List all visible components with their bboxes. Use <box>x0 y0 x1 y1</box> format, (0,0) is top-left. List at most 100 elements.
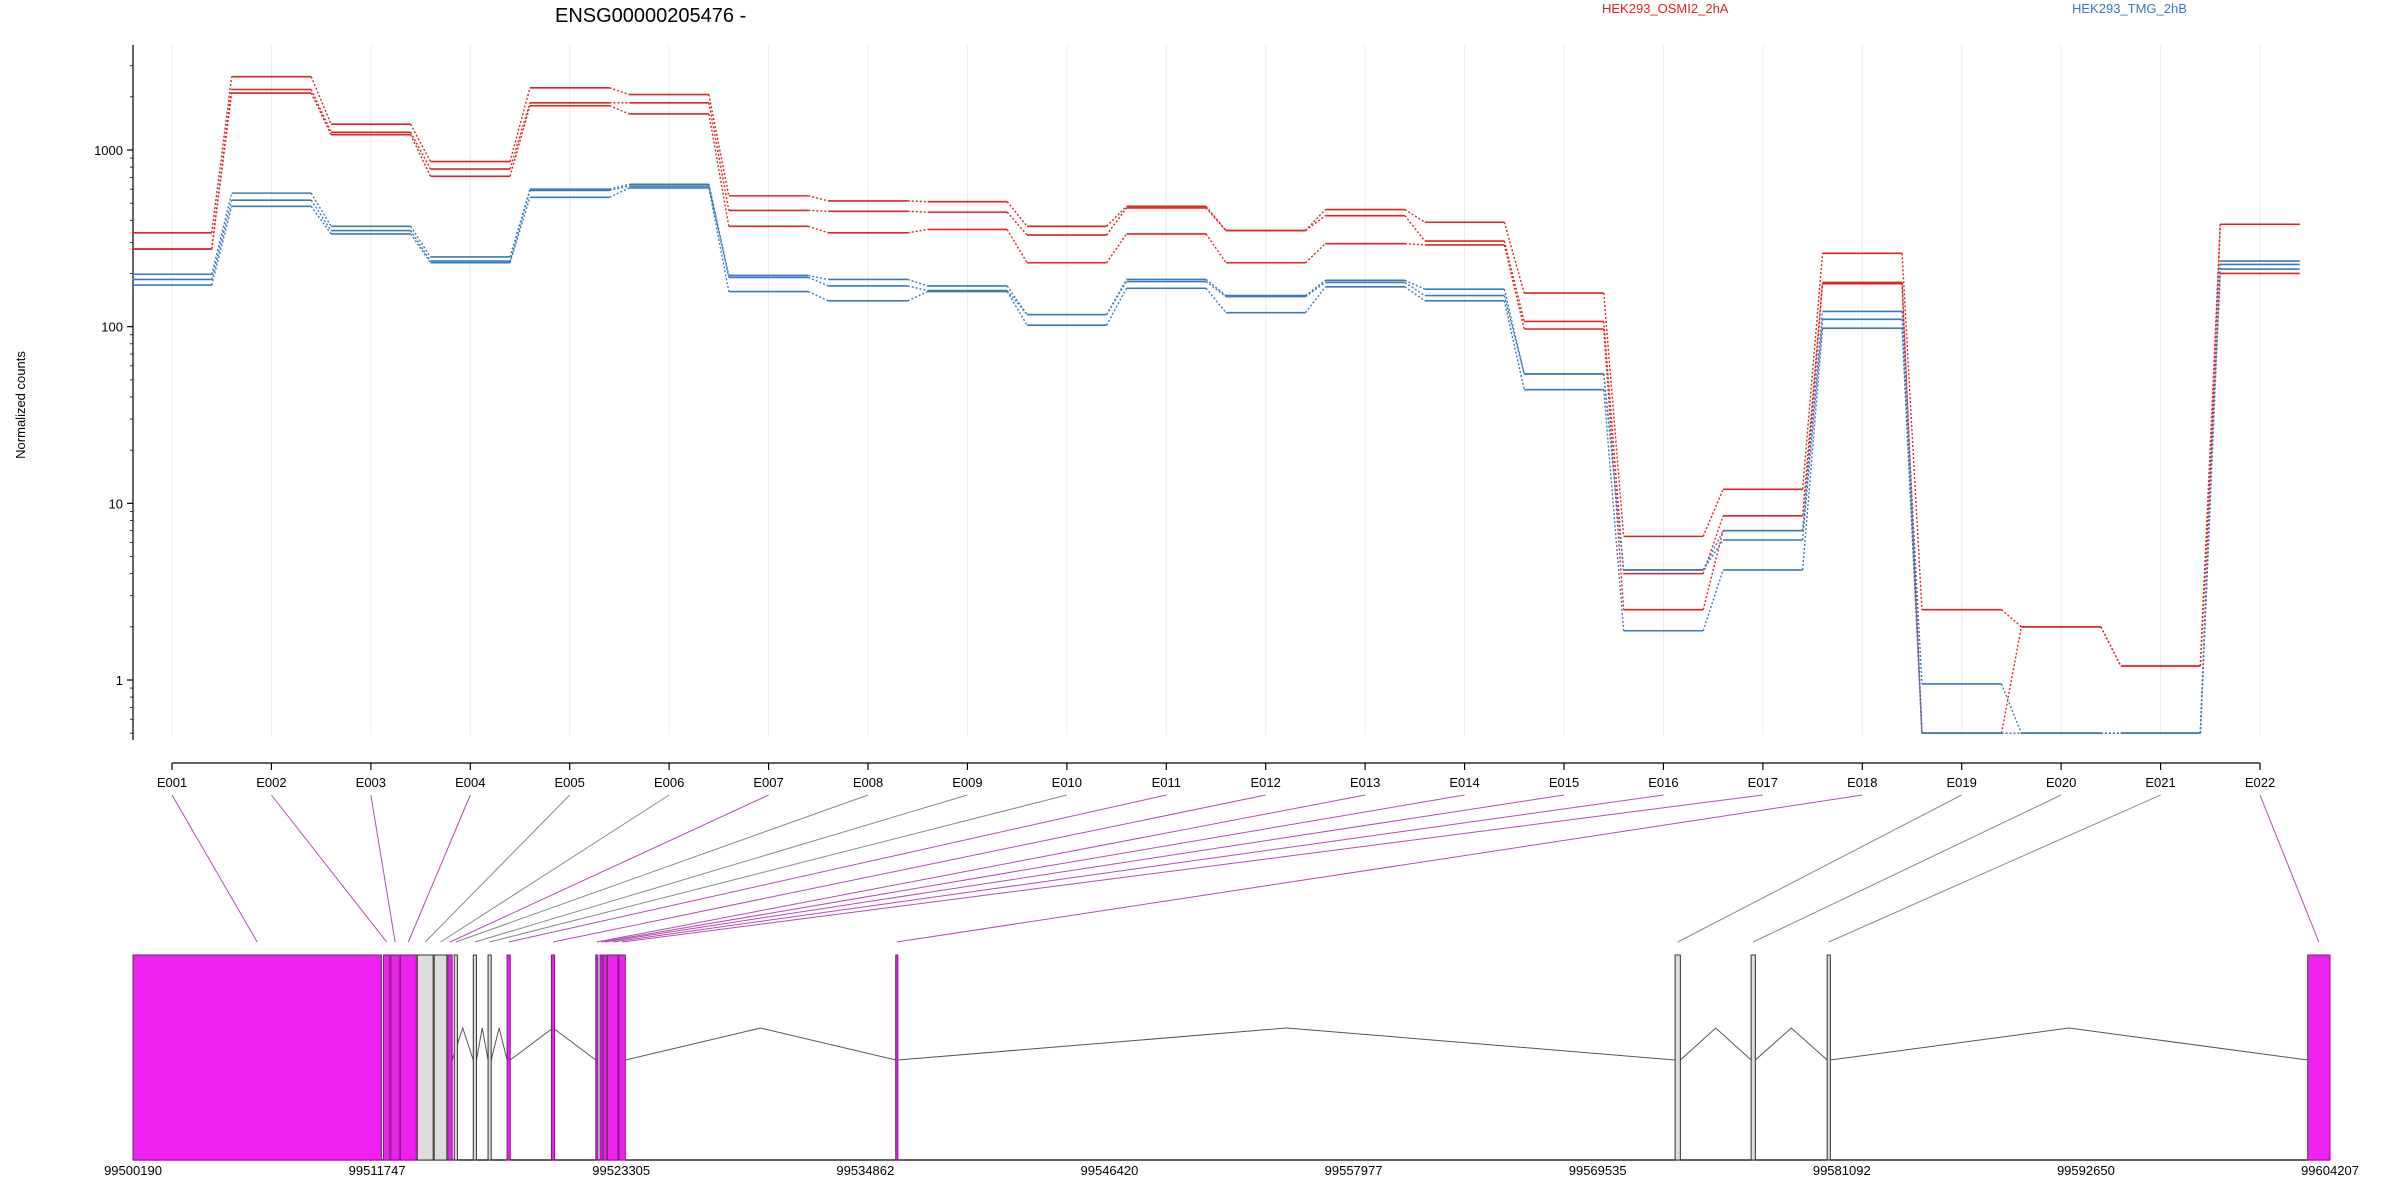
connector-segment <box>2000 626 2023 734</box>
connector-segment <box>1006 290 1028 316</box>
connector-segment <box>509 87 531 162</box>
x-tick-label-E022: E022 <box>2245 775 2275 790</box>
y-tick-label: 10 <box>109 496 123 511</box>
connector-segment <box>1305 243 1326 264</box>
connector-segment <box>1006 291 1028 326</box>
intron-line <box>1755 1027 1828 1061</box>
exon-block-E002 <box>383 954 391 1161</box>
connector-segment <box>1603 328 1625 610</box>
exon-block-E010 <box>487 954 492 1161</box>
chart-title: ENSG00000205476 - <box>555 5 746 27</box>
x-tick-label-E018: E018 <box>1847 775 1877 790</box>
connector-segment <box>1305 215 1326 232</box>
connector-segment <box>1603 389 1625 631</box>
connector-segment <box>1801 328 1824 570</box>
exon-block-E012 <box>550 954 556 1161</box>
intron-line <box>490 1027 508 1061</box>
exon-connector-E016 <box>612 794 1664 943</box>
connector-segment <box>708 94 730 197</box>
genome-tick-label: 99534862 <box>836 1163 894 1178</box>
connector-segment <box>1702 569 1724 631</box>
connector-segment <box>708 113 730 227</box>
connector-segment <box>1503 289 1525 375</box>
exon-block-E015 <box>602 954 607 1161</box>
series-osmi2-1 <box>132 88 2300 734</box>
connector-segment <box>609 183 630 190</box>
exon-block-E008 <box>453 954 458 1161</box>
connector-segment <box>907 278 928 287</box>
connector-segment <box>1901 253 1923 610</box>
x-tick-label-E016: E016 <box>1648 775 1678 790</box>
connector-segment <box>211 192 233 275</box>
exon-block-E019 <box>1674 954 1681 1161</box>
connector-segment <box>609 187 630 198</box>
exon-block-E003 <box>390 954 400 1161</box>
connector-segment <box>2199 273 2221 667</box>
legend-entry-tmg: HEK293_TMG_2hB <box>2072 1 2187 16</box>
x-tick-label-E002: E002 <box>256 775 286 790</box>
connector-segment <box>907 200 928 203</box>
connector-segment <box>410 131 432 170</box>
intron-line <box>1680 1027 1752 1061</box>
legend-entry-osmi2: HEK293_OSMI2_2hA <box>1602 1 1729 16</box>
connector-segment <box>808 195 829 202</box>
connector-segment <box>2000 683 2023 734</box>
exon-connector-E020 <box>1753 794 2062 943</box>
exon-block-E007 <box>447 954 453 1161</box>
connector-segment <box>1006 201 1028 227</box>
connector-segment <box>1205 207 1227 232</box>
x-tick-label-E001: E001 <box>157 775 187 790</box>
connector-segment <box>211 92 233 250</box>
connector-segment <box>1205 287 1227 314</box>
exon-block-E004 <box>399 954 417 1161</box>
connector-segment <box>2001 609 2022 628</box>
connector-segment <box>2199 268 2221 734</box>
exon-connector-E007 <box>449 794 769 943</box>
connector-segment <box>708 102 730 211</box>
exon-connector-E017 <box>622 794 1763 943</box>
connector-segment <box>2199 224 2221 667</box>
connector-segment <box>2199 264 2221 734</box>
connector-segment <box>907 210 928 213</box>
exon-block-E001 <box>132 954 382 1161</box>
x-tick-label-E008: E008 <box>853 775 883 790</box>
x-tick-label-E003: E003 <box>356 775 386 790</box>
connector-segment <box>1503 295 1525 375</box>
series-tmg-4 <box>132 185 2300 734</box>
connector-segment <box>609 87 630 96</box>
x-tick-label-E012: E012 <box>1251 775 1281 790</box>
connector-segment <box>1702 539 1724 571</box>
exon-connector-E002 <box>271 794 388 943</box>
plot-series <box>132 75 2300 734</box>
connector-segment <box>1702 489 1724 537</box>
exon-connector-E021 <box>1828 794 2161 943</box>
x-tick-label-E009: E009 <box>952 775 982 790</box>
connector-segment <box>509 190 531 262</box>
connector-segment <box>1503 240 1525 322</box>
exon-block-E020 <box>1750 954 1756 1161</box>
exon-connector-E011 <box>508 794 1167 943</box>
connector-segment <box>1404 215 1426 242</box>
connector-segment <box>211 200 233 280</box>
y-tick-label: 100 <box>101 320 123 335</box>
connector-segment <box>1006 229 1028 264</box>
x-tick-label-E011: E011 <box>1152 775 1181 790</box>
connector-segment <box>509 105 531 177</box>
connector-segment <box>907 285 928 292</box>
connector-segment <box>708 187 730 292</box>
connector-segment <box>1205 278 1227 297</box>
connector-segment <box>1603 292 1625 537</box>
x-tick-label-E013: E013 <box>1350 775 1380 790</box>
exon-connector-E015 <box>604 794 1565 943</box>
exon-connector-E006 <box>440 794 670 943</box>
connector-segment <box>1404 279 1426 290</box>
connector-segment <box>1106 233 1128 264</box>
plot-gridlines <box>171 45 2261 735</box>
genome-tick-label: 99569535 <box>1569 1163 1627 1178</box>
x-tick-label-E010: E010 <box>1052 775 1082 790</box>
connector-segment <box>1106 281 1128 315</box>
connector-segment <box>410 230 432 262</box>
x-tick-label-E017: E017 <box>1748 775 1778 790</box>
genome-tick-label: 99557977 <box>1325 1163 1383 1178</box>
connector-segment <box>1106 205 1128 227</box>
